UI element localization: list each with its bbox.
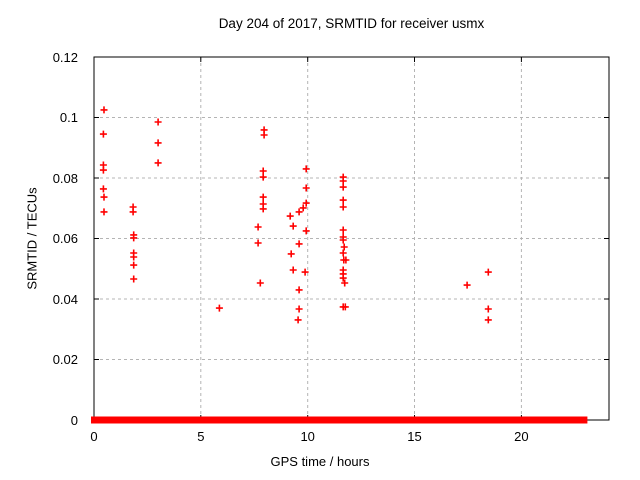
y-tick-label: 0.04 <box>52 291 78 307</box>
y-tick-label: 0.06 <box>52 231 78 246</box>
x-axis-label: GPS time / hours <box>270 454 370 469</box>
x-tick-label: 5 <box>197 429 205 444</box>
axis-ticks <box>93 56 609 421</box>
x-tick-label: 10 <box>300 429 315 444</box>
x-tick-label: 0 <box>90 429 98 444</box>
y-tick-label: 0.08 <box>52 170 78 186</box>
chart-title: Day 204 of 2017, SRMTID for receiver usm… <box>218 16 485 31</box>
plot-border <box>93 56 610 421</box>
scatter-points <box>99 106 492 324</box>
y-tick-label: 0.02 <box>52 352 78 367</box>
x-tick-label: 20 <box>514 429 529 444</box>
x-tick-label: 15 <box>407 429 422 444</box>
y-tick-label: 0 <box>70 412 78 428</box>
grid-lines <box>94 57 609 420</box>
zero-value-band <box>91 416 588 424</box>
y-tick-label: 0.12 <box>52 49 78 65</box>
y-tick-label: 0.1 <box>59 110 78 125</box>
